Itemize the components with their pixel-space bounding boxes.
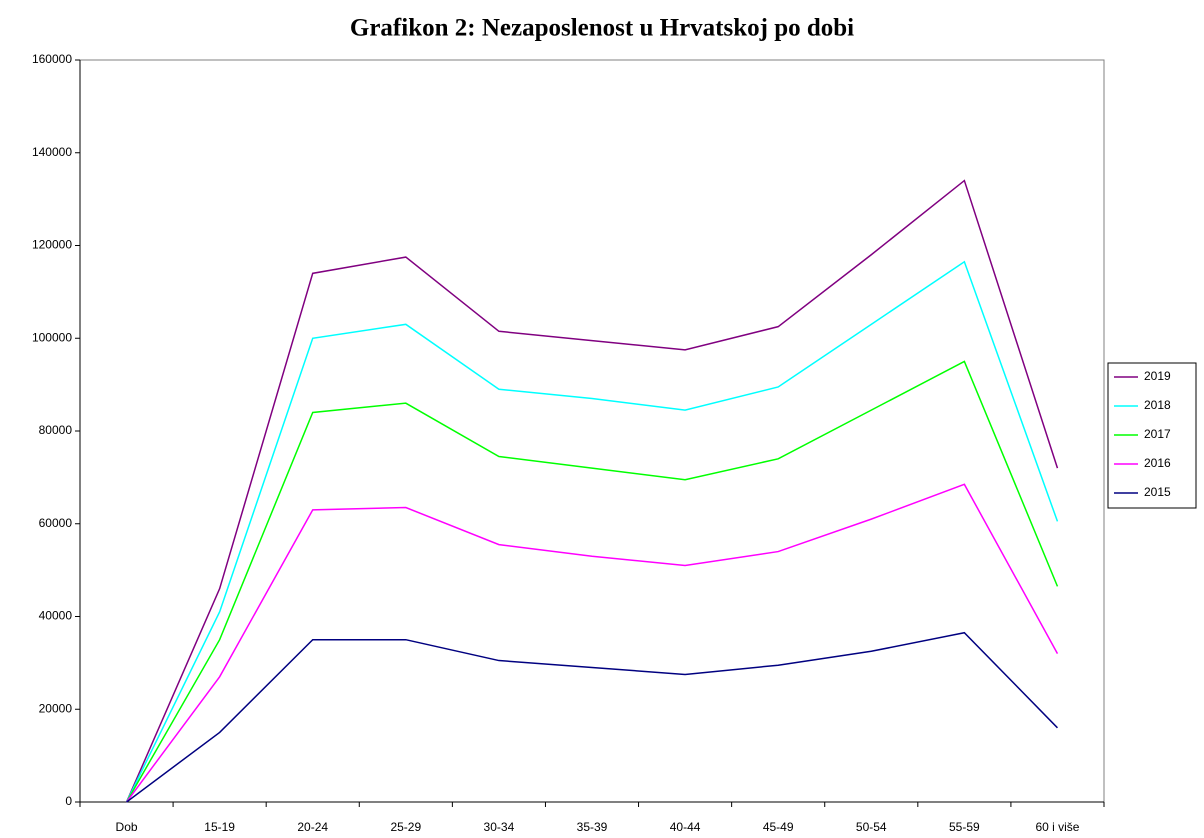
x-tick-label: Dob [116, 820, 138, 834]
y-tick-label: 80000 [39, 423, 73, 437]
x-tick-label: 35-39 [577, 820, 608, 834]
series-line [126, 631, 1058, 803]
x-tick-label: 40-44 [670, 820, 701, 834]
series-line [125, 483, 1059, 803]
x-tick-label: 15-19 [204, 820, 235, 834]
legend-label: 2019 [1144, 369, 1171, 383]
x-tick-label: 50-54 [856, 820, 887, 834]
y-tick-label: 140000 [32, 145, 72, 159]
y-tick-label: 120000 [32, 238, 72, 252]
legend-label: 2016 [1144, 456, 1171, 470]
x-tick-label: 55-59 [949, 820, 980, 834]
series-line [125, 360, 1059, 803]
y-tick-label: 160000 [32, 52, 72, 66]
series-line [125, 179, 1059, 803]
legend-label: 2018 [1144, 398, 1171, 412]
y-tick-label: 100000 [32, 330, 72, 344]
series-line [125, 260, 1059, 803]
y-tick-label: 60000 [39, 516, 73, 530]
x-tick-label: 20-24 [297, 820, 328, 834]
y-tick-label: 20000 [39, 701, 73, 715]
y-tick-label: 0 [65, 794, 72, 808]
x-tick-label: 30-34 [484, 820, 515, 834]
legend-label: 2017 [1144, 427, 1171, 441]
y-tick-label: 40000 [39, 609, 73, 623]
x-tick-label: 25-29 [390, 820, 421, 834]
plot-frame [79, 59, 1105, 803]
x-tick-label: 45-49 [763, 820, 794, 834]
legend-label: 2015 [1144, 485, 1171, 499]
chart-title: Grafikon 2: Nezaposlenost u Hrvatskoj po… [350, 15, 854, 42]
x-tick-label: 60 i više [1035, 820, 1079, 834]
